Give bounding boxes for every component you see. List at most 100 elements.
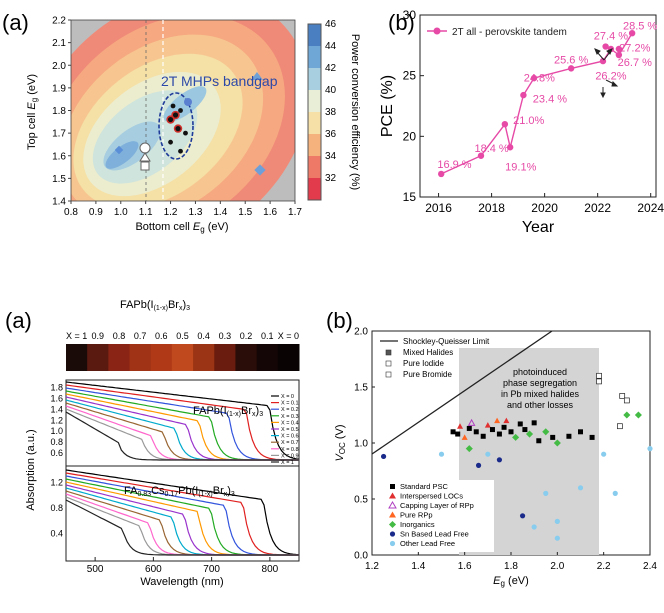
heatmap-x-ticks: 0.8 0.9 1.0 1.1 1.2 1.3 1.4 1.5 1.6 1.7 <box>64 201 302 218</box>
colorbar-swatch <box>308 156 321 178</box>
absorption-x-tick-label: 700 <box>203 564 220 575</box>
pce-point <box>615 45 623 53</box>
absorption-x-tick-label: 600 <box>145 564 162 575</box>
heatmap-x-tick-label: 1.5 <box>238 207 252 218</box>
pce-data-label: 26.2% <box>595 70 626 82</box>
pce-data-label: 24.8% <box>524 73 555 85</box>
voc-point <box>601 451 607 457</box>
pce-data-label: 25.6 % <box>554 55 588 67</box>
pce-x-tick-label: 2024 <box>637 201 664 215</box>
voc-point <box>522 427 528 433</box>
pce-data-label: 27.4 % <box>594 30 628 42</box>
absorption-y-tick-label: 0.8 <box>50 503 63 513</box>
heatmap-y-tick-label: 1.5 <box>52 174 66 185</box>
legend-label: X = 0.2 <box>281 407 299 413</box>
heatmap-y-tick-label: 2.2 <box>52 16 66 27</box>
film-swatch <box>66 344 88 371</box>
absorption-y-tick-label: 0.8 <box>50 437 63 447</box>
voc-point <box>489 427 495 433</box>
pce-x-tick-label: 2022 <box>584 201 611 215</box>
film-swatch <box>214 344 236 371</box>
pce-x-tick-label: 2020 <box>531 201 558 215</box>
absorption-curve <box>65 393 299 461</box>
voc-point <box>380 453 387 460</box>
heatmap-ylabel: Top cell Eg (eV) <box>26 74 39 150</box>
colorbar-tick-label: 42 <box>325 63 337 74</box>
strip-label: 0.9 <box>92 331 105 341</box>
colorbar-tick-label: 38 <box>325 107 337 118</box>
absorption-curve <box>65 411 299 461</box>
bandgap-ellipse <box>158 92 194 160</box>
pce-point <box>628 30 636 37</box>
absorption-curves <box>65 381 300 556</box>
legend-label: Capping Layer of RPp <box>400 501 474 510</box>
heatmap-panel: (a) 2T MHPs bandgap <box>2 10 361 234</box>
pce-data-label: 16.9 % <box>437 159 471 171</box>
legend-marker <box>385 371 392 378</box>
voc-panel: (b) photoinduced phase segregation in Pb m… <box>326 308 657 588</box>
absorption-y-tick-label: 1.6 <box>50 393 63 403</box>
heatmap-x-tick-label: 0.9 <box>89 207 103 218</box>
voc-ylabel: VOC (V) <box>334 424 347 461</box>
heatmap-y-tick-label: 1.6 <box>52 151 66 162</box>
strip-label: 0.8 <box>113 331 126 341</box>
voc-point <box>566 433 572 439</box>
heatmap-y-tick-label: 1.8 <box>52 106 66 117</box>
voc-y-tick-label: 1.5 <box>354 383 368 394</box>
legend-label: Pure Iodide <box>403 359 444 368</box>
voc-point <box>596 372 602 379</box>
heatmap-point <box>183 130 188 136</box>
colorbar-swatch <box>308 68 321 90</box>
legend-marker <box>390 484 395 489</box>
pce-data-label: 27.2% <box>619 42 650 54</box>
sq-limit-line <box>371 330 553 455</box>
panel-label-bottom-right: (b) <box>326 308 353 333</box>
voc-point <box>577 485 584 491</box>
colorbar-tick-label: 34 <box>325 151 337 162</box>
heatmap-x-tick-label: 1.3 <box>188 207 202 218</box>
voc-point <box>543 490 549 496</box>
legend-label: Mixed Halides <box>403 348 453 357</box>
voc-top-legend: Shockley-Queisser Limit Mixed Halides Pure… <box>380 337 490 379</box>
open-markers <box>114 142 151 171</box>
legend-label: X = 1 <box>281 460 294 466</box>
colorbar-swatch <box>308 134 321 156</box>
absorption-panel: (a) FAPb(I(1-x)Brx)3 X = 1 0.9 0.8 0.7 0.6 0.… <box>5 299 300 588</box>
absorption-frame <box>65 379 300 562</box>
strip-label: 0.6 <box>155 331 168 341</box>
legend-label: X = 0.1 <box>281 401 299 407</box>
absorption-ylabel: Absorption (a.u.) <box>25 429 37 510</box>
voc-point <box>525 430 534 438</box>
pce-data-label: 26.7 % <box>618 57 652 69</box>
colorbar-tick-label: 36 <box>325 129 337 140</box>
legend-label: X = 0.7 <box>281 440 299 446</box>
absorption-y-tick-label: 1.8 <box>50 382 63 392</box>
voc-point <box>623 411 631 419</box>
voc-y-tick-label: 1.0 <box>354 439 368 450</box>
panel-label-top-left: (a) <box>2 10 29 35</box>
heatmap-x-tick-label: 1.7 <box>288 207 302 218</box>
pce-xlabel: Year <box>522 219 555 236</box>
absorption-x-tick-label: 800 <box>262 564 279 575</box>
legend-label: Pure RPp <box>400 511 433 520</box>
colorbar: 46 44 42 40 38 36 34 32 <box>307 19 337 201</box>
pce-y-ticks: 15 20 25 30 <box>403 8 424 204</box>
heatmap-y-tick-label: 1.7 <box>52 129 66 140</box>
voc-point <box>480 433 486 439</box>
legend-label: Other Lead Free <box>400 539 455 548</box>
legend-marker <box>389 540 396 547</box>
legend-marker <box>389 531 396 537</box>
heatmap-point <box>166 115 175 124</box>
voc-point <box>531 524 537 530</box>
absorption-y-tick-label: 1.0 <box>50 426 63 436</box>
voc-points <box>380 372 653 541</box>
voc-point <box>484 422 491 428</box>
shaded-annotation: photoinduced phase segregation in Pb mixed… <box>501 367 580 410</box>
heatmap-x-tick-label: 1.6 <box>263 207 277 218</box>
voc-point <box>496 431 502 437</box>
pce-point <box>477 152 485 159</box>
voc-point <box>473 429 479 435</box>
strip-label: 0.1 <box>261 331 274 341</box>
pce-y-tick-label: 25 <box>403 69 417 83</box>
